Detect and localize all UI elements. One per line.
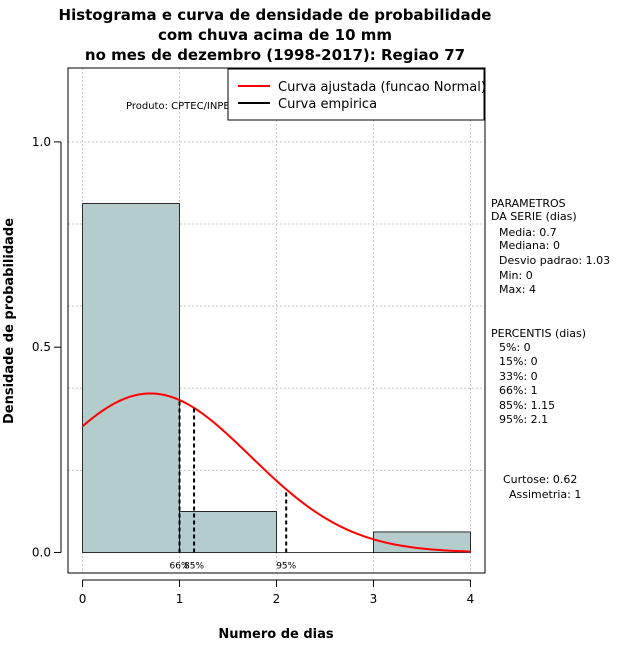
x-tick-label: 3 bbox=[370, 592, 378, 606]
legend-label-normal: Curva ajustada (funcao Normal) bbox=[278, 80, 486, 95]
chart-title-line-1: Histograma e curva de densidade de proba… bbox=[59, 6, 492, 24]
chart-title-line-2: com chuva acima de 10 mm bbox=[158, 26, 392, 44]
percentil-15: 15%: 0 bbox=[499, 355, 538, 368]
percentile-label: 66% bbox=[170, 561, 190, 571]
x-tick-label: 2 bbox=[273, 592, 281, 606]
percentis-heading: PERCENTIS (dias) bbox=[491, 327, 586, 340]
curtose-text: Curtose: 0.62 bbox=[503, 473, 577, 486]
y-tick-label: 0.5 bbox=[32, 340, 51, 354]
normal-curve-layer bbox=[81, 392, 471, 553]
percentile-label: 85% bbox=[184, 561, 204, 571]
x-tick-label: 1 bbox=[176, 592, 184, 606]
parametros-heading-1: PARAMETROS bbox=[491, 197, 566, 210]
percentil-95: 95%: 2.1 bbox=[499, 413, 548, 426]
parametros-panel: PARAMETROS DA SERIE (dias) Media: 0.7 Me… bbox=[491, 197, 610, 296]
y-axis-title: Densidade de probabilidade bbox=[2, 218, 17, 424]
percentil-66: 66%: 1 bbox=[499, 384, 538, 397]
histogram-bar bbox=[82, 203, 180, 553]
y-tick-label: 0.0 bbox=[32, 545, 51, 559]
percentile-label: 95% bbox=[276, 561, 296, 571]
percentil-85: 85%: 1.15 bbox=[499, 399, 555, 412]
plot-frame bbox=[67, 67, 486, 574]
percentil-33: 33%: 0 bbox=[499, 370, 538, 383]
axes: 0 1 2 3 4 0.0 0.5 1.0 bbox=[32, 135, 474, 606]
parametro-media: Media: 0.7 bbox=[499, 226, 557, 239]
percentile-lines: 66%85% 95% bbox=[170, 400, 297, 571]
parametros-heading-2: DA SERIE (dias) bbox=[491, 210, 577, 223]
assimetria-text: Assimetria: 1 bbox=[509, 488, 581, 501]
normal-fit-curve bbox=[81, 392, 471, 553]
legend: Curva ajustada (funcao Normal) Curva emp… bbox=[227, 68, 486, 121]
legend-box bbox=[227, 68, 485, 121]
x-axis-title: Numero de dias bbox=[218, 627, 334, 642]
percentis-panel: PERCENTIS (dias) 5%: 0 15%: 0 33%: 0 66%… bbox=[491, 327, 586, 426]
parametro-max: Max: 4 bbox=[499, 283, 536, 296]
x-tick-label: 0 bbox=[79, 592, 87, 606]
parametro-mediana: Mediana: 0 bbox=[499, 239, 560, 252]
percentil-5: 5%: 0 bbox=[499, 341, 531, 354]
credit-text: Produto: CPTEC/INPE bbox=[126, 101, 230, 112]
x-tick-label: 4 bbox=[467, 592, 475, 606]
parametro-min: Min: 0 bbox=[499, 269, 533, 282]
parametro-desvio: Desvio padrao: 1.03 bbox=[499, 254, 610, 267]
histogram-bars bbox=[82, 203, 471, 553]
y-tick-label: 1.0 bbox=[32, 135, 51, 149]
chart-title-line-3: no mes de dezembro (1998-2017): Regiao 7… bbox=[85, 46, 465, 64]
histogram-bar bbox=[179, 511, 277, 553]
histogram-bar bbox=[373, 531, 471, 553]
legend-label-empirical: Curva empirica bbox=[278, 97, 377, 112]
